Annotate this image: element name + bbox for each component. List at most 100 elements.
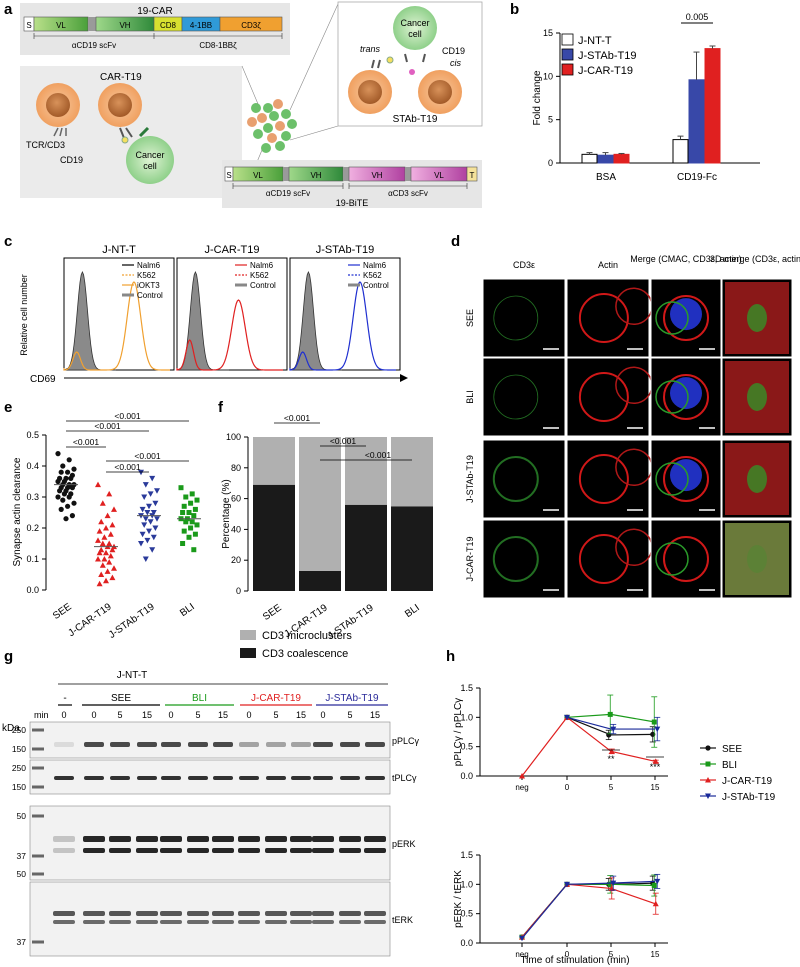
data-point: [147, 491, 154, 497]
bar-J-NT-T: [672, 139, 689, 164]
actin-ring: [663, 456, 709, 502]
blot-band: [109, 911, 131, 916]
data-point: [58, 506, 64, 512]
blot-band: [290, 848, 312, 853]
data-point: [651, 719, 657, 725]
data-point: [111, 506, 117, 512]
blot-band: [187, 920, 209, 924]
blot-band: [109, 848, 131, 853]
data-point: [109, 546, 116, 553]
c-ylabel: Relative cell number: [19, 274, 29, 356]
blot-band: [110, 776, 130, 780]
data-point: [607, 711, 613, 717]
t-cell-nucleus: [358, 80, 382, 104]
segment-label: CD3ζ: [241, 21, 261, 30]
column-header: Actin: [598, 260, 618, 270]
data-point: [65, 469, 71, 475]
blot-band: [312, 911, 334, 916]
y-tick-label: 100: [226, 432, 241, 442]
min-label: min: [34, 710, 49, 720]
y-tick-label: 80: [231, 463, 241, 473]
data-point: [189, 491, 195, 497]
blot-band: [212, 836, 234, 842]
blot-band: [265, 836, 287, 842]
data-point: [144, 537, 151, 544]
histogram-title: J-STAb-T19: [316, 244, 374, 256]
blot-band: [136, 848, 158, 853]
blot-label: tERK: [392, 915, 413, 925]
panel-a: a 19-CAR S VL VH CD8 4-1BB CD3ζ αCD19 sc…: [4, 1, 483, 208]
panel-g: g CD3 microclusters CD3 coalescence J-NT…: [2, 630, 420, 957]
segment-label: CD8: [160, 21, 177, 30]
y-tick-label: 1.0: [460, 879, 473, 889]
blot-band: [84, 776, 104, 780]
blot-band: [109, 836, 131, 842]
data-point: [149, 547, 156, 553]
inset-cancer-label: cell: [408, 29, 422, 39]
x-tick-label: 0: [565, 783, 570, 792]
blot-band: [266, 776, 286, 780]
control-histogram: [176, 271, 229, 371]
segment-label: S: [26, 21, 31, 30]
data-point: [106, 559, 113, 565]
data-point: [68, 475, 74, 481]
actin-ring: [578, 454, 629, 504]
data-point: [652, 758, 659, 764]
bar-J-STAb-T19: [688, 79, 705, 164]
actin-ring: [663, 295, 709, 341]
data-point: [188, 525, 194, 531]
segment-label: VL: [56, 21, 66, 30]
y-tick-label: 0.1: [26, 554, 39, 564]
data-point: [139, 531, 146, 538]
nucleus-stain: [670, 377, 702, 410]
cancer-cell: [126, 136, 174, 184]
data-point: [104, 568, 111, 574]
panel-d: d CD3ε Actin Merge (CMAC, CD3ε, actin)3D m…: [451, 233, 800, 599]
panel-letter: f: [218, 399, 224, 416]
blot-band: [312, 920, 334, 924]
data-point: [142, 482, 149, 488]
data-point: [95, 537, 101, 543]
bite-title: 19-BiTE: [336, 198, 369, 208]
ladder-band: [32, 872, 44, 876]
legend-label: Nalm6: [363, 261, 387, 270]
legend-coalescence: CD3 coalescence: [262, 648, 348, 660]
x-axis-label: Time of stimulation (min): [520, 955, 629, 966]
y-tick-label: 0.5: [26, 430, 39, 440]
blot-label: pERK: [392, 839, 416, 849]
inset-cancer-label: Cancer: [400, 18, 429, 28]
y-tick-label: 0.0: [26, 585, 39, 595]
data-point: [99, 562, 106, 568]
data-point: [101, 534, 108, 540]
lane-time: 15: [218, 710, 228, 720]
blot-band: [136, 920, 158, 924]
blot-band: [53, 920, 75, 924]
row-label: J-STAb-T19: [465, 455, 475, 503]
activation-histogram: [176, 299, 283, 371]
panel-letter: c: [4, 233, 12, 250]
bar-coalescence: [345, 504, 387, 591]
data-point: [192, 531, 198, 537]
blot-band: [291, 776, 311, 780]
data-point: [564, 714, 570, 721]
legend-label: Control: [137, 291, 163, 300]
blot-band: [137, 742, 157, 747]
legend-swatch: [561, 63, 574, 76]
blot-band: [340, 776, 360, 780]
x-tick-label: 15: [651, 950, 660, 959]
data-point: [183, 519, 189, 525]
data-point: [139, 506, 146, 513]
car-construct-title: 19-CAR: [137, 6, 173, 17]
blot-band: [364, 920, 386, 924]
data-point: [610, 880, 617, 887]
microscopy-grid: CD3ε Actin Merge (CMAC, CD3ε, actin)3D mer…: [465, 254, 800, 599]
segment-label: VL: [434, 171, 444, 180]
blot-band: [109, 920, 131, 924]
cancer-cell-label: cell: [143, 161, 157, 171]
blot-band: [364, 836, 386, 842]
x-tick-label: SEE: [51, 601, 74, 622]
series-line-SEE: [521, 882, 656, 938]
inset-cd19-label: CD19: [442, 46, 465, 56]
data-point: [103, 549, 109, 556]
